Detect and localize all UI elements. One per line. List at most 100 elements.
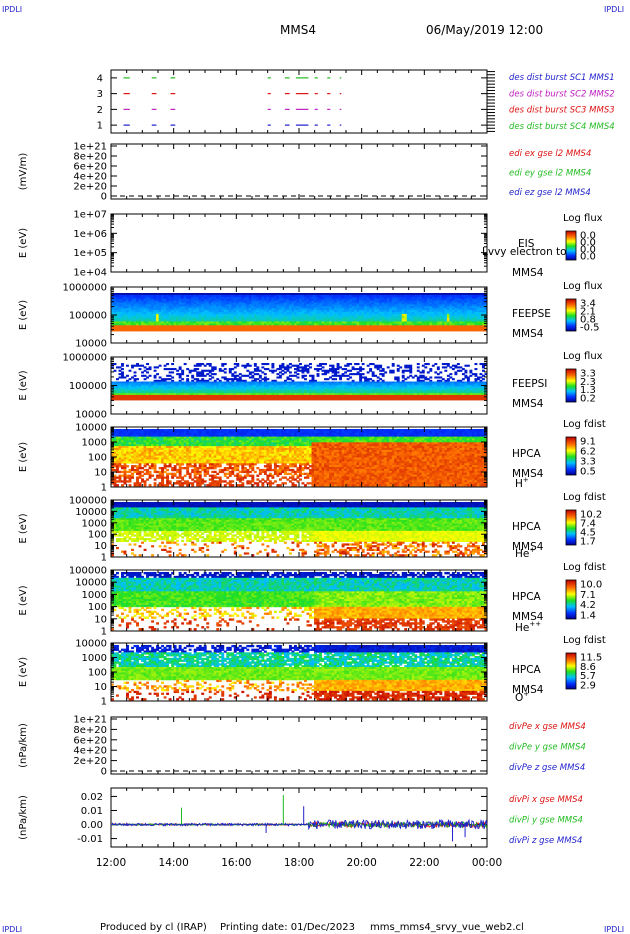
feepse-cell	[263, 317, 267, 320]
feepse-cell	[281, 296, 285, 300]
feepse-cell	[186, 298, 190, 301]
feepsi-cell	[158, 364, 162, 367]
feepse-cell	[253, 329, 257, 332]
feepsi-cell	[354, 398, 358, 401]
feepsi-cell	[321, 363, 325, 366]
feepse-cell	[126, 329, 129, 332]
feepse-cell	[188, 308, 192, 311]
feepsi-cell	[356, 373, 360, 376]
feepse-cell	[191, 306, 195, 309]
feepse-cell	[314, 293, 317, 296]
feepse-cell	[331, 302, 335, 305]
feepse-cell	[246, 308, 250, 311]
feepse-cell	[346, 304, 350, 307]
feepse-cell	[268, 300, 272, 303]
feepse-cell	[236, 317, 240, 320]
feepse-cell	[314, 312, 317, 315]
feepse-cell	[311, 304, 315, 307]
feepse-cell	[143, 323, 147, 326]
feepse-cell	[126, 319, 129, 322]
feepse-cell	[166, 308, 170, 311]
feepse-cell	[113, 329, 117, 332]
feepse-cell	[374, 323, 378, 326]
feepse-cell	[218, 308, 222, 311]
feepse-cell	[223, 312, 227, 315]
feepsi-cell	[314, 368, 317, 371]
feepse-cell	[158, 294, 162, 298]
feepse-cell	[276, 294, 280, 298]
feepse-cell	[243, 312, 247, 315]
feepse-cell	[166, 293, 170, 296]
feepsi-cell	[261, 363, 265, 366]
feepse-cell	[138, 319, 142, 322]
feepse-cell	[181, 319, 185, 322]
feepse-cell	[336, 325, 340, 328]
feepse-cell	[126, 310, 129, 313]
feepse-cell	[258, 312, 262, 315]
feepse-cell	[299, 327, 302, 330]
feepse-cell	[228, 310, 232, 313]
feepse-cell	[143, 308, 147, 311]
feepse-cell	[156, 310, 160, 313]
feepse-cell	[113, 327, 117, 330]
feepse-cell	[128, 298, 132, 301]
feepsi-cell	[208, 398, 212, 401]
feepse-cell	[384, 319, 388, 322]
feepse-cell	[121, 293, 124, 296]
feepse-cell	[299, 325, 302, 328]
feepse-cell	[366, 308, 370, 311]
feepse-cell	[136, 302, 139, 305]
feepse-cell	[128, 308, 132, 311]
feepse-cell	[351, 327, 355, 330]
feepse-cell	[283, 321, 287, 324]
feepse-cell	[248, 312, 252, 315]
feepse-cell	[251, 321, 255, 324]
feepse-cell	[191, 302, 195, 305]
feepse-cell	[143, 325, 147, 328]
feepsi-cell	[153, 366, 157, 369]
feepse-cell	[211, 329, 215, 332]
feepse-cell	[121, 329, 124, 332]
feepse-cell	[379, 306, 383, 309]
feepse-cell	[143, 300, 147, 303]
feepse-cell	[346, 294, 350, 298]
feepsi-cell	[198, 374, 202, 377]
feepse-cell	[273, 329, 277, 332]
feepsi-cell	[304, 369, 307, 372]
feepse-cell	[356, 312, 360, 315]
feepse-cell	[389, 306, 393, 309]
feepse-cell	[186, 327, 190, 330]
feepse-cell	[233, 293, 237, 296]
feepse-cell	[233, 298, 237, 301]
edi-ytick-label: 0	[101, 192, 107, 203]
feepse-cell	[166, 327, 170, 330]
feepsi-cell	[331, 374, 335, 377]
feepse-cell	[251, 294, 255, 298]
feepse-cell	[201, 327, 205, 330]
feepse-cell	[251, 300, 255, 303]
feepse-cell	[131, 298, 134, 301]
feepse-cell	[143, 317, 147, 320]
feepse-cell	[336, 321, 340, 324]
feepse-cell	[258, 319, 262, 322]
feepse-cell	[203, 293, 207, 296]
feepse-cell	[166, 304, 170, 307]
feepse-cell	[326, 325, 330, 328]
feepsi-cell	[293, 398, 297, 401]
feepse-cell	[141, 327, 144, 330]
feepse-cell	[213, 294, 217, 298]
feepsi-cell	[301, 376, 305, 379]
feepse-cell	[146, 321, 149, 324]
feepsi-cell	[146, 376, 149, 379]
feepse-cell	[163, 312, 167, 315]
feepse-cell	[341, 294, 345, 298]
feepsi-cell	[266, 398, 270, 401]
feepse-cell	[181, 312, 185, 315]
feepse-cell	[349, 317, 353, 320]
feepse-cell	[268, 310, 272, 313]
feepse-cell	[283, 319, 287, 322]
feepse-cell	[371, 323, 375, 326]
feepse-cell	[379, 312, 383, 315]
feepse-cell	[276, 325, 280, 328]
feepse-cell	[151, 323, 155, 326]
